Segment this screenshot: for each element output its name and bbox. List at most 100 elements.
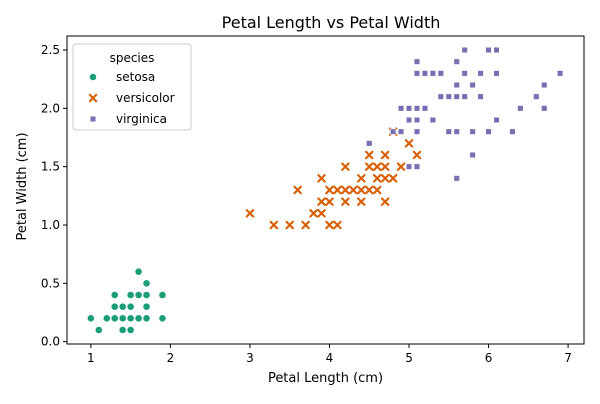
virginica-point xyxy=(413,116,421,124)
versicolor-point xyxy=(285,220,294,230)
setosa-point xyxy=(94,326,103,334)
legend-box xyxy=(72,43,192,131)
x-tick-label: 3 xyxy=(246,351,254,365)
virginica-point xyxy=(541,81,548,89)
versicolor-point xyxy=(372,174,382,183)
setosa-point xyxy=(142,279,151,288)
versicolor-point xyxy=(325,197,334,206)
virginica-point xyxy=(413,105,421,112)
setosa-point xyxy=(118,326,127,334)
legend-entries: setosa versicolor virginica xyxy=(88,70,175,126)
plot-area-border xyxy=(66,35,585,345)
versicolor-point xyxy=(357,174,366,183)
versicolor-point xyxy=(404,139,414,148)
virginica-point xyxy=(493,70,500,77)
virginica-point xyxy=(493,46,500,54)
axes-frame xyxy=(66,35,585,345)
versicolor-point xyxy=(341,197,350,206)
virginica-point xyxy=(390,128,397,135)
setosa-point xyxy=(142,314,151,323)
versicolor-point xyxy=(364,150,374,160)
virginica-point xyxy=(541,105,548,112)
versicolor-point xyxy=(380,174,390,183)
y-tick-label: 2.5 xyxy=(41,43,60,57)
virginica-point xyxy=(461,93,468,100)
versicolor-point xyxy=(301,220,310,230)
virginica-point xyxy=(477,70,484,77)
setosa-point xyxy=(158,314,167,323)
virginica-point xyxy=(445,128,452,135)
series-setosa xyxy=(86,267,167,334)
virginica-point xyxy=(469,128,476,135)
virginica-point xyxy=(429,116,436,124)
legend-title: species xyxy=(110,51,155,65)
versicolor-point xyxy=(349,185,358,195)
x-tick-label: 6 xyxy=(485,351,493,365)
y-tick-label: 2.0 xyxy=(41,101,60,115)
virginica-point xyxy=(421,70,428,77)
setosa-point xyxy=(134,314,143,323)
versicolor-point xyxy=(317,209,326,218)
y-axis-ticks: 0.0 0.5 1.0 1.5 2.0 2.5 xyxy=(41,43,67,349)
legend-marker-setosa xyxy=(89,73,97,81)
virginica-point xyxy=(413,58,421,65)
setosa-point xyxy=(158,291,167,299)
versicolor-point xyxy=(293,185,302,195)
versicolor-point xyxy=(364,162,374,171)
setosa-point xyxy=(102,314,111,323)
legend-marker-versicolor xyxy=(88,93,98,103)
setosa-point xyxy=(134,267,143,276)
virginica-point xyxy=(477,93,484,100)
versicolor-point xyxy=(317,174,326,183)
virginica-point xyxy=(469,81,476,89)
setosa-point xyxy=(134,291,143,299)
virginica-point xyxy=(429,70,436,77)
legend-label-versicolor: versicolor xyxy=(116,91,175,105)
versicolor-point xyxy=(357,185,366,195)
virginica-point xyxy=(461,70,468,77)
x-tick-label: 5 xyxy=(405,351,413,365)
versicolor-point xyxy=(412,150,422,160)
virginica-point xyxy=(421,105,428,112)
x-axis-label: Petal Length (cm) xyxy=(268,371,383,386)
legend-label-virginica: virginica xyxy=(116,112,167,126)
y-tick-label: 1.5 xyxy=(41,160,60,174)
virginica-point xyxy=(437,70,444,77)
y-tick-label: 0.5 xyxy=(41,276,60,290)
legend-marker-virginica xyxy=(89,115,97,123)
versicolor-point xyxy=(396,162,406,171)
versicolor-point xyxy=(357,197,366,206)
virginica-point xyxy=(517,105,524,112)
legend-label-setosa: setosa xyxy=(116,70,155,84)
virginica-point xyxy=(493,116,500,124)
virginica-point xyxy=(453,81,460,89)
versicolor-point xyxy=(380,197,390,206)
setosa-point xyxy=(110,314,119,323)
virginica-point xyxy=(469,151,476,159)
setosa-point xyxy=(110,291,119,299)
setosa-point xyxy=(142,302,151,311)
setosa-point xyxy=(118,314,127,323)
versicolor-point xyxy=(380,150,390,160)
y-tick-label: 0.0 xyxy=(41,335,60,349)
y-axis-label: Petal Width (cm) xyxy=(15,132,30,240)
versicolor-point xyxy=(245,209,255,218)
versicolor-point xyxy=(325,220,334,230)
virginica-point xyxy=(437,93,444,100)
virginica-point xyxy=(405,163,413,170)
virginica-point xyxy=(509,128,516,135)
virginica-point xyxy=(413,128,421,135)
virginica-point xyxy=(413,163,421,170)
versicolor-point xyxy=(388,174,398,183)
x-tick-label: 7 xyxy=(564,351,572,365)
chart-title: Petal Length vs Petal Width xyxy=(222,13,441,32)
y-tick-label: 1.0 xyxy=(41,218,60,232)
versicolor-point xyxy=(364,185,374,195)
virginica-point xyxy=(366,140,373,147)
setosa-point xyxy=(126,314,135,323)
virginica-point xyxy=(453,175,460,182)
x-tick-label: 2 xyxy=(167,351,175,365)
setosa-point xyxy=(86,314,95,323)
setosa-point xyxy=(110,302,119,311)
